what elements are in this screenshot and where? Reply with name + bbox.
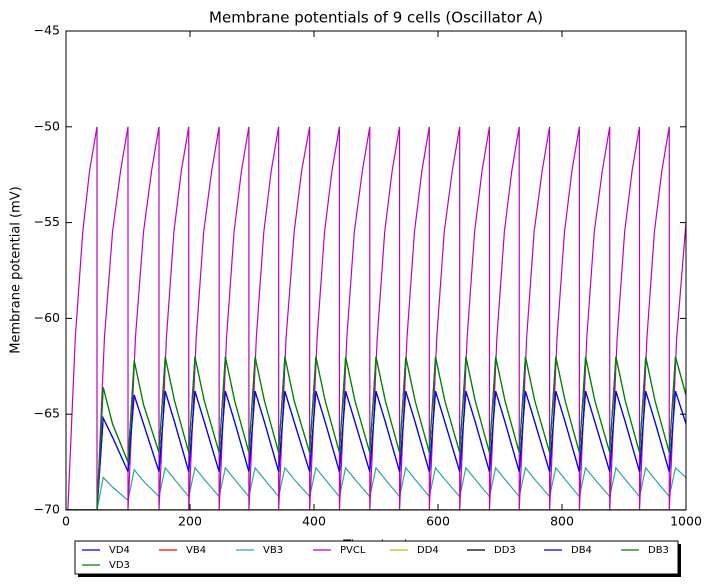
y-axis-label: Membrane potential (mV) xyxy=(9,186,24,353)
y-tick-label: −60 xyxy=(34,310,60,325)
y-tick-label: −65 xyxy=(34,406,60,421)
legend-label: PVCL xyxy=(340,545,366,556)
legend-label: DB3 xyxy=(648,545,669,556)
y-tick-label: −70 xyxy=(34,502,60,517)
series-line xyxy=(66,356,686,510)
series-line xyxy=(66,391,686,510)
plot-lines xyxy=(66,126,686,510)
legend-box xyxy=(74,540,679,575)
series-line xyxy=(67,126,686,510)
x-tick-label: 800 xyxy=(550,514,574,529)
x-tick-label: 200 xyxy=(178,514,202,529)
chart-title: Membrane potentials of 9 cells (Oscillat… xyxy=(209,9,543,27)
legend-label: DB4 xyxy=(571,545,592,556)
legend-label: VB4 xyxy=(186,545,206,556)
x-tick-label: 0 xyxy=(62,514,70,529)
legend-label: VD4 xyxy=(109,545,130,556)
y-tick-label: −55 xyxy=(34,214,60,229)
y-tick-label: −50 xyxy=(34,118,60,133)
plot-frame xyxy=(65,30,687,511)
y-tick-label: −45 xyxy=(34,23,60,38)
legend-label: DD4 xyxy=(417,545,439,556)
x-tick-label: 600 xyxy=(426,514,450,529)
x-tick-label: 400 xyxy=(302,514,326,529)
legend: VD4 VB4 VB3 PVCL DD4 DD3 DB4 DB3 VD3 xyxy=(74,540,681,577)
legend-label: DD3 xyxy=(494,545,516,556)
x-tick-label: 1000 xyxy=(670,514,702,529)
legend-label: VD3 xyxy=(109,560,130,571)
legend-label: VB3 xyxy=(263,545,283,556)
